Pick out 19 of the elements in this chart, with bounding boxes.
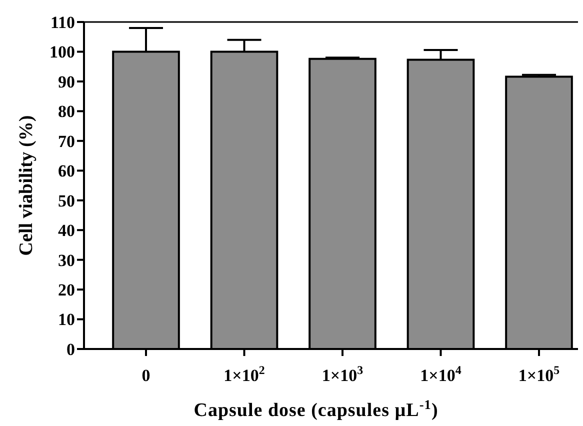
y-tick-label: 20 [58,280,75,300]
y-axis-title: Cell viability (%) [16,115,37,256]
x-axis-title: Capsule dose (capsules µL$^{-1}$) [194,396,438,421]
y-tick-label: 80 [58,102,75,122]
x-tick-label: 0 [142,366,150,385]
x-tick-label: 1×10$^{3}$ [322,363,364,385]
y-tick-label: 110 [50,12,75,32]
y-tick-label: 10 [58,310,75,330]
y-tick-label: 60 [58,162,75,181]
x-tick-label: 1×10$^{5}$ [518,363,560,385]
x-tick-label: 1×10$^{4}$ [420,363,462,385]
y-tick-label: 0 [66,340,75,359]
x-tick-label: 1×10$^{2}$ [224,363,265,385]
y-tick-label: 70 [58,132,75,151]
y-tick-label: 40 [58,221,75,240]
y-tick-label: 90 [58,72,75,92]
y-tick-label: 100 [50,42,75,62]
y-tick-label: 50 [58,191,75,210]
y-tick-label: 30 [58,250,75,270]
